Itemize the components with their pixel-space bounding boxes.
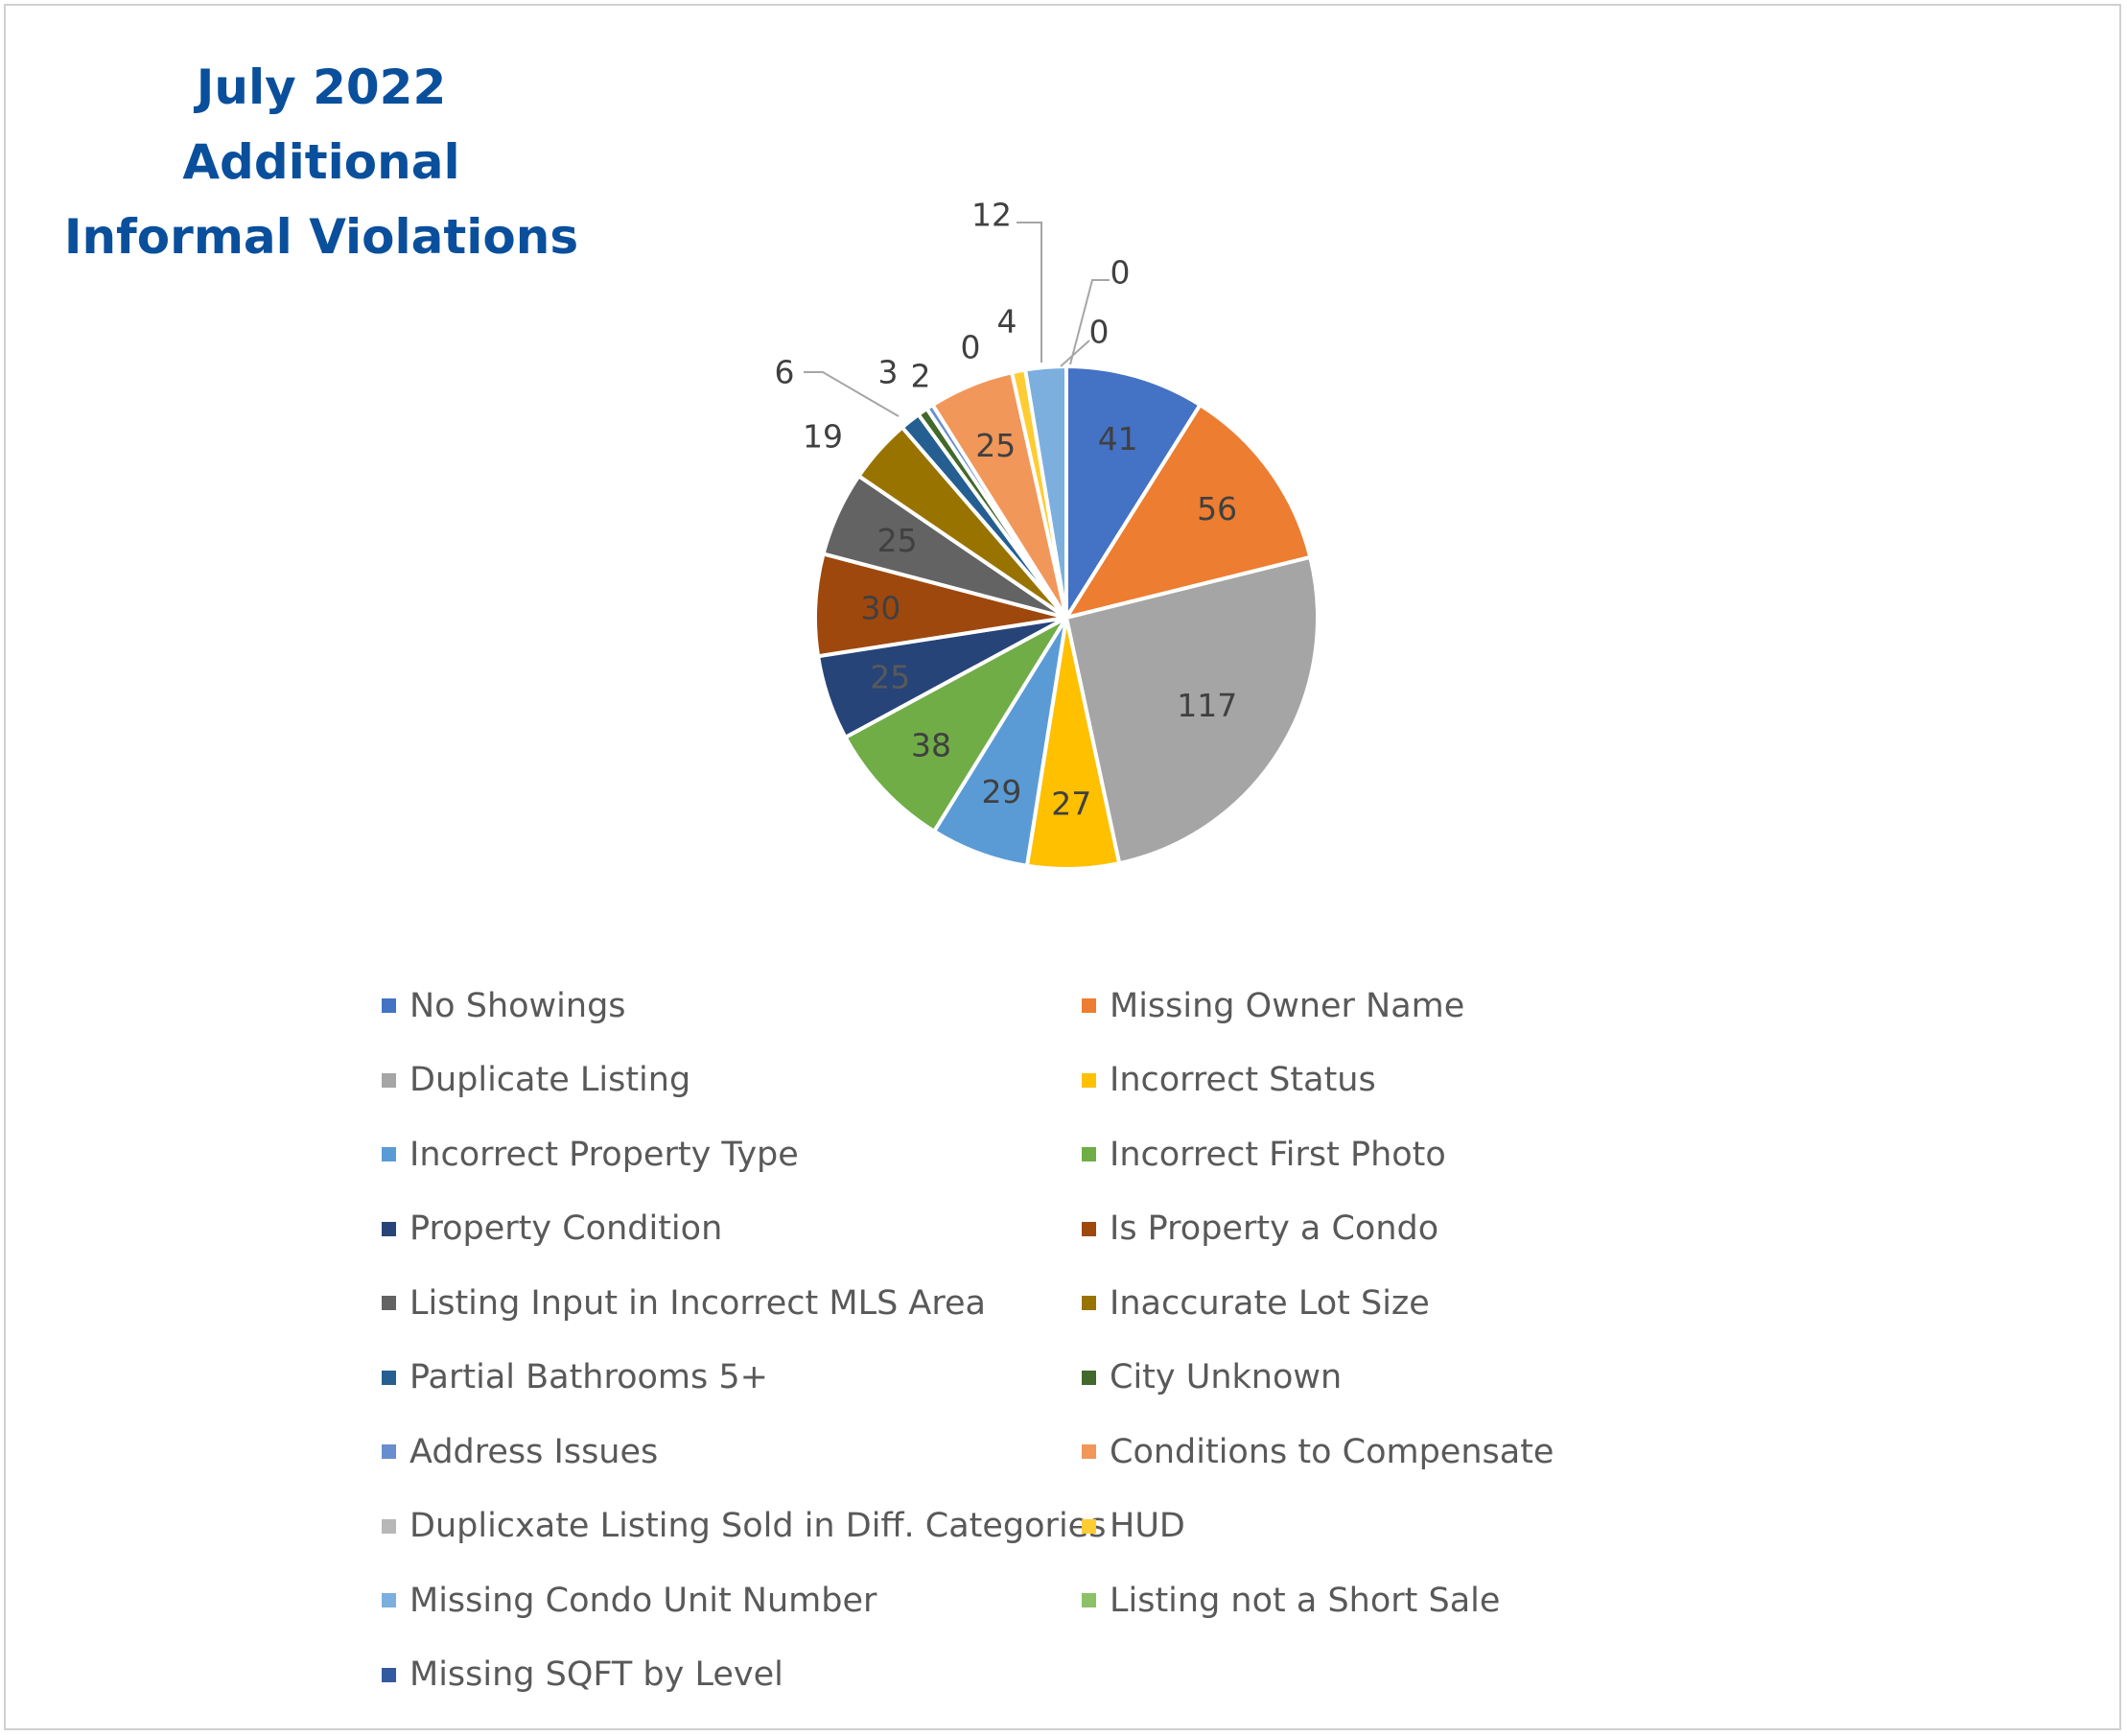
data-label-listing-input-in-incorrect-mls-area: 25 [877,522,918,559]
legend-item-listing-not-a-short-sale: Listing not a Short Sale [1082,1563,1619,1638]
legend-swatch [1082,1147,1096,1162]
legend-label: Is Property a Condo [1110,1209,1439,1249]
data-label-missing-sqft-by-level: 0 [1089,314,1110,351]
legend-item-property-condition: Property Condition [382,1192,1082,1267]
title-line-2: Additional [182,134,460,190]
legend-swatch [1082,1518,1096,1534]
data-label-duplicxate-listing-sold-in-diff-categories: 0 [961,329,981,366]
legend-swatch [382,998,396,1014]
legend-swatch [382,1667,396,1682]
legend-swatch [1082,1072,1096,1088]
legend-label: Property Condition [409,1209,723,1249]
legend-item-missing-sqft-by-level: Missing SQFT by Level [382,1638,1082,1713]
legend-label: Conditions to Compensate [1110,1432,1554,1471]
legend-swatch [1082,1221,1096,1236]
legend-item-missing-condo-unit-number: Missing Condo Unit Number [382,1563,1082,1638]
legend-item-city-unknown: City Unknown [1082,1341,1619,1416]
legend-item-listing-input-in-incorrect-mls-area: Listing Input in Incorrect MLS Area [382,1266,1082,1341]
data-label-incorrect-status: 27 [1051,785,1091,822]
data-label-missing-owner-name: 56 [1197,490,1237,528]
legend-item-incorrect-first-photo: Incorrect First Photo [1082,1117,1619,1192]
legend-label: No Showings [409,986,626,1025]
legend-label: Missing Owner Name [1110,986,1465,1025]
legend-item-address-issues: Address Issues [382,1415,1082,1490]
legend-label: Address Issues [409,1432,659,1471]
legend-item-no-showings: No Showings [382,969,1082,1044]
pie-slice-incorrect-first-photo [842,612,1072,834]
legend-swatch [1082,998,1096,1014]
legend-item-hud: HUD [1082,1490,1619,1564]
legend-swatch [1082,1296,1096,1311]
data-label-duplicate-listing: 117 [1177,687,1237,724]
legend-swatch [382,1444,396,1460]
data-label-inaccurate-lot-size: 19 [803,418,843,456]
pie-slice-duplicate-listing [1064,554,1320,866]
legend-item-duplicate-listing: Duplicate Listing [382,1044,1082,1118]
data-label-listing-not-a-short-sale: 0 [1110,254,1131,292]
leader-line-missing-condo-unit-number [1017,222,1042,363]
legend-label: Missing Condo Unit Number [409,1581,877,1620]
leader-line-missing-sqft-by-level [1060,340,1090,367]
legend-label: Listing not a Short Sale [1110,1581,1501,1620]
legend-label: Listing Input in Incorrect MLS Area [409,1283,986,1323]
legend-item-incorrect-status: Incorrect Status [1082,1044,1619,1118]
chart-legend: No Showings Missing Owner Name Duplicate L… [382,969,1628,1712]
legend-swatch [382,1072,396,1088]
legend-item-is-property-a-condo: Is Property a Condo [1082,1192,1619,1267]
pie-slice-no-showings [1064,364,1204,624]
legend-label: HUD [1110,1507,1185,1546]
legend-item-incorrect-property-type: Incorrect Property Type [382,1117,1082,1192]
legend-label: Incorrect First Photo [1110,1135,1446,1174]
data-label-address-issues: 2 [911,358,931,395]
legend-swatch [382,1370,396,1385]
legend-swatch [1082,1370,1096,1385]
legend-label: Incorrect Property Type [409,1135,799,1174]
legend-swatch [382,1221,396,1236]
legend-swatch [382,1147,396,1162]
legend-label: Duplicxate Listing Sold in Diff. Categor… [409,1507,1107,1546]
legend-label: City Unknown [1110,1358,1343,1397]
legend-item-missing-owner-name: Missing Owner Name [1082,969,1619,1044]
title-line-3: Informal Violations [63,209,579,265]
data-label-no-showings: 41 [1098,420,1138,457]
legend-item-inaccurate-lot-size: Inaccurate Lot Size [1082,1266,1619,1341]
data-label-city-unknown: 3 [878,354,899,391]
title-line-1: July 2022 [196,59,447,115]
legend-swatch [1082,1444,1096,1460]
legend-label: Missing SQFT by Level [409,1655,783,1695]
data-label-hud: 4 [997,303,1017,340]
pie-slice-missing-condo-unit-number [1022,364,1068,619]
pie-slice-missing-owner-name [1062,402,1313,622]
data-label-property-condition: 25 [870,658,910,695]
leader-line-partial-bathrooms-5 [804,371,900,417]
legend-item-duplicxate-listing-sold-in-diff-categories: Duplicxate Listing Sold in Diff. Categor… [382,1490,1106,1564]
legend-swatch [1082,1593,1096,1608]
data-label-is-property-a-condo: 30 [860,590,900,627]
data-label-missing-condo-unit-number: 12 [971,197,1012,234]
data-label-partial-bathrooms-5: 6 [775,354,795,391]
data-label-incorrect-first-photo: 38 [911,727,951,764]
legend-item-conditions-to-compensate: Conditions to Compensate [1082,1415,1619,1490]
legend-label: Inaccurate Lot Size [1110,1283,1430,1323]
legend-label: Duplicate Listing [409,1061,691,1100]
legend-swatch [382,1518,396,1534]
data-label-incorrect-property-type: 29 [981,773,1021,810]
legend-item-partial-bathrooms-5: Partial Bathrooms 5+ [382,1341,1082,1416]
data-label-conditions-to-compensate: 25 [975,427,1016,464]
legend-label: Incorrect Status [1110,1061,1376,1100]
legend-swatch [382,1593,396,1608]
chart-title: July 2022 Additional Informal Violations [38,50,604,274]
legend-label: Partial Bathrooms 5+ [409,1358,768,1397]
leader-line-listing-not-a-short-sale [1069,279,1110,365]
legend-swatch [382,1296,396,1311]
